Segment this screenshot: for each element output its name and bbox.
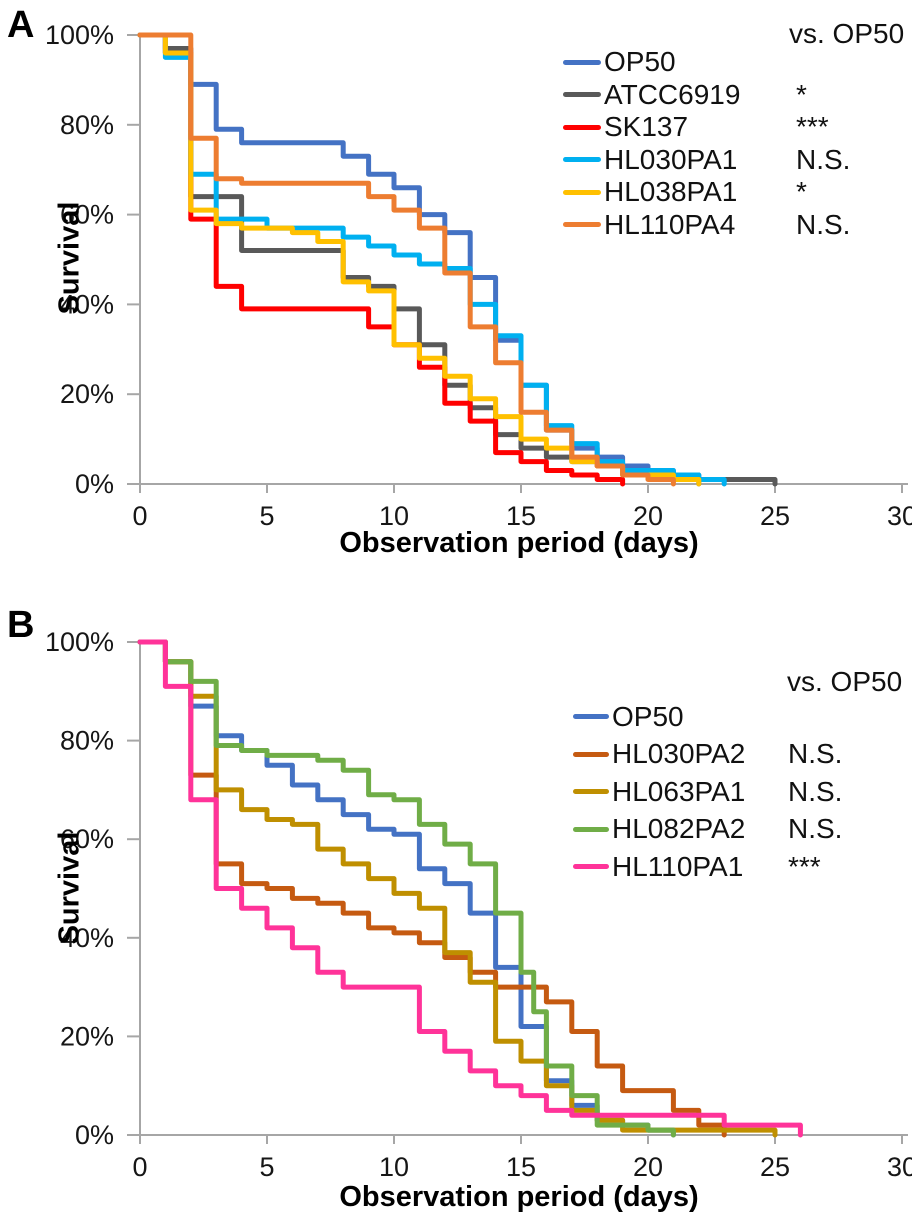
legend-series-name: HL063PA1: [612, 775, 746, 807]
legend-series-name: HL110PA4: [604, 208, 736, 240]
legend-item-hl030pa1: HL030PA1 N.S.: [563, 144, 850, 177]
x-tick-label: 5: [259, 501, 274, 531]
survival-chart-a: 0% 20% 40% 60% 80% 100% 0 5 10 15 20 25 30: [45, 20, 912, 531]
y-tick-label: 100%: [45, 627, 114, 657]
legend-item-op50: OP50: [573, 698, 842, 736]
y-tick-label: 80%: [60, 726, 114, 756]
legend-series-name: HL038PA1: [604, 176, 738, 208]
y-tick-label: 80%: [60, 110, 114, 140]
survival-chart-b: 0% 20% 40% 60% 80% 100% 0 5 10 15 20 25 30: [45, 627, 912, 1182]
legend-line-swatch: [563, 222, 601, 228]
legend-item-hl082pa2: HL082PA2 N.S.: [573, 811, 842, 849]
legend-line-swatch: [563, 92, 601, 98]
legend-line-swatch: [573, 789, 609, 795]
legend-a: OP50 ATCC6919 * SK137 *** HL030PA1 N.S. HL038PA…: [563, 46, 850, 241]
legend-line-swatch: [563, 124, 601, 130]
y-tick-label: 40%: [60, 289, 114, 319]
significance-label: N.S.: [788, 738, 843, 770]
legend-item-sk137: SK137 ***: [563, 111, 850, 144]
x-axis-title-b: Observation period (days): [339, 1181, 699, 1213]
legend-line-swatch: [563, 157, 601, 163]
legend-item-atcc6919: ATCC6919 *: [563, 79, 850, 112]
survival-curve-hl082pa2: [137, 639, 676, 1138]
legend-line-swatch: [573, 751, 609, 757]
x-tick-label: 10: [379, 501, 409, 531]
significance-label: N.S.: [788, 813, 843, 845]
legend-header-b: vs. OP50: [787, 666, 903, 697]
legend-header-a: vs. OP50: [789, 18, 905, 49]
panel-b-label: B: [7, 604, 35, 646]
y-tick-label: 100%: [45, 20, 114, 50]
x-tick-label: 20: [633, 501, 663, 531]
legend-item-hl030pa2: HL030PA2 N.S.: [573, 736, 842, 774]
x-tick-label: 15: [506, 501, 536, 531]
y-tick-label: 20%: [60, 1021, 114, 1051]
survival-curve-hl110pa1: [137, 639, 803, 1138]
x-tick-label: 0: [132, 1152, 147, 1182]
legend-series-name: SK137: [604, 111, 689, 143]
survival-curve-hl030pa2: [137, 639, 727, 1138]
legend-line-swatch: [573, 826, 609, 832]
panel-b: 0% 20% 40% 60% 80% 100% 0 5 10 15 20 25 30 B Surviva…: [0, 598, 912, 1218]
legend-series-name: ATCC6919: [604, 78, 741, 110]
y-tick-label: 0%: [75, 1120, 114, 1150]
legend-item-hl110pa4: HL110PA4 N.S.: [563, 209, 850, 242]
y-tick-label: 0%: [75, 469, 114, 499]
y-axis-title-a: Survival: [53, 201, 86, 315]
panel-a-label: A: [7, 4, 35, 46]
y-tick-label: 60%: [60, 824, 114, 854]
legend-line-swatch: [573, 714, 609, 720]
legend-item-op50: OP50: [563, 46, 850, 79]
x-tick-label: 5: [259, 1152, 274, 1182]
legend-series-name: HL030PA2: [612, 738, 746, 770]
legend-series-name: OP50: [604, 46, 676, 78]
y-tick-label: 40%: [60, 923, 114, 953]
y-tick-label: 20%: [60, 379, 114, 409]
survival-curve-sk137: [137, 32, 626, 487]
x-tick-label: 0: [132, 501, 147, 531]
legend-line-swatch: [563, 189, 601, 195]
y-tick-label: 60%: [60, 200, 114, 230]
legend-series-name: OP50: [612, 700, 684, 732]
legend-b: OP50 HL030PA2 N.S. HL063PA1 N.S. HL082PA2 N.S.…: [573, 698, 842, 886]
significance-label: *: [796, 78, 807, 110]
significance-label: ***: [796, 111, 829, 143]
legend-series-name: HL110PA1: [612, 850, 744, 882]
legend-line-swatch: [563, 59, 601, 65]
x-tick-label: 25: [760, 1152, 790, 1182]
legend-series-name: HL030PA1: [604, 143, 738, 175]
x-axis-title-a: Observation period (days): [339, 527, 699, 559]
x-tick-label: 15: [506, 1152, 536, 1182]
significance-label: N.S.: [788, 775, 843, 807]
significance-label: *: [796, 176, 807, 208]
survival-curve-hl110pa4: [137, 32, 676, 487]
x-tick-label: 30: [887, 1152, 912, 1182]
y-axis-title-b: Survival: [53, 831, 86, 945]
x-tick-label: 20: [633, 1152, 663, 1182]
x-tick-label: 10: [379, 1152, 409, 1182]
panel-a: 0% 20% 40% 60% 80% 100% 0 5 10 15 20 25 30 A Surviva…: [0, 0, 912, 598]
x-tick-label: 30: [887, 501, 912, 531]
significance-label: N.S.: [796, 143, 851, 175]
legend-series-name: HL082PA2: [612, 813, 746, 845]
significance-label: N.S.: [796, 208, 851, 240]
legend-item-hl063pa1: HL063PA1 N.S.: [573, 773, 842, 811]
legend-item-hl110pa1: HL110PA1 ***: [573, 848, 842, 886]
significance-label: ***: [788, 850, 821, 882]
x-tick-label: 25: [760, 501, 790, 531]
legend-item-hl038pa1: HL038PA1 *: [563, 176, 850, 209]
legend-line-swatch: [573, 864, 609, 870]
